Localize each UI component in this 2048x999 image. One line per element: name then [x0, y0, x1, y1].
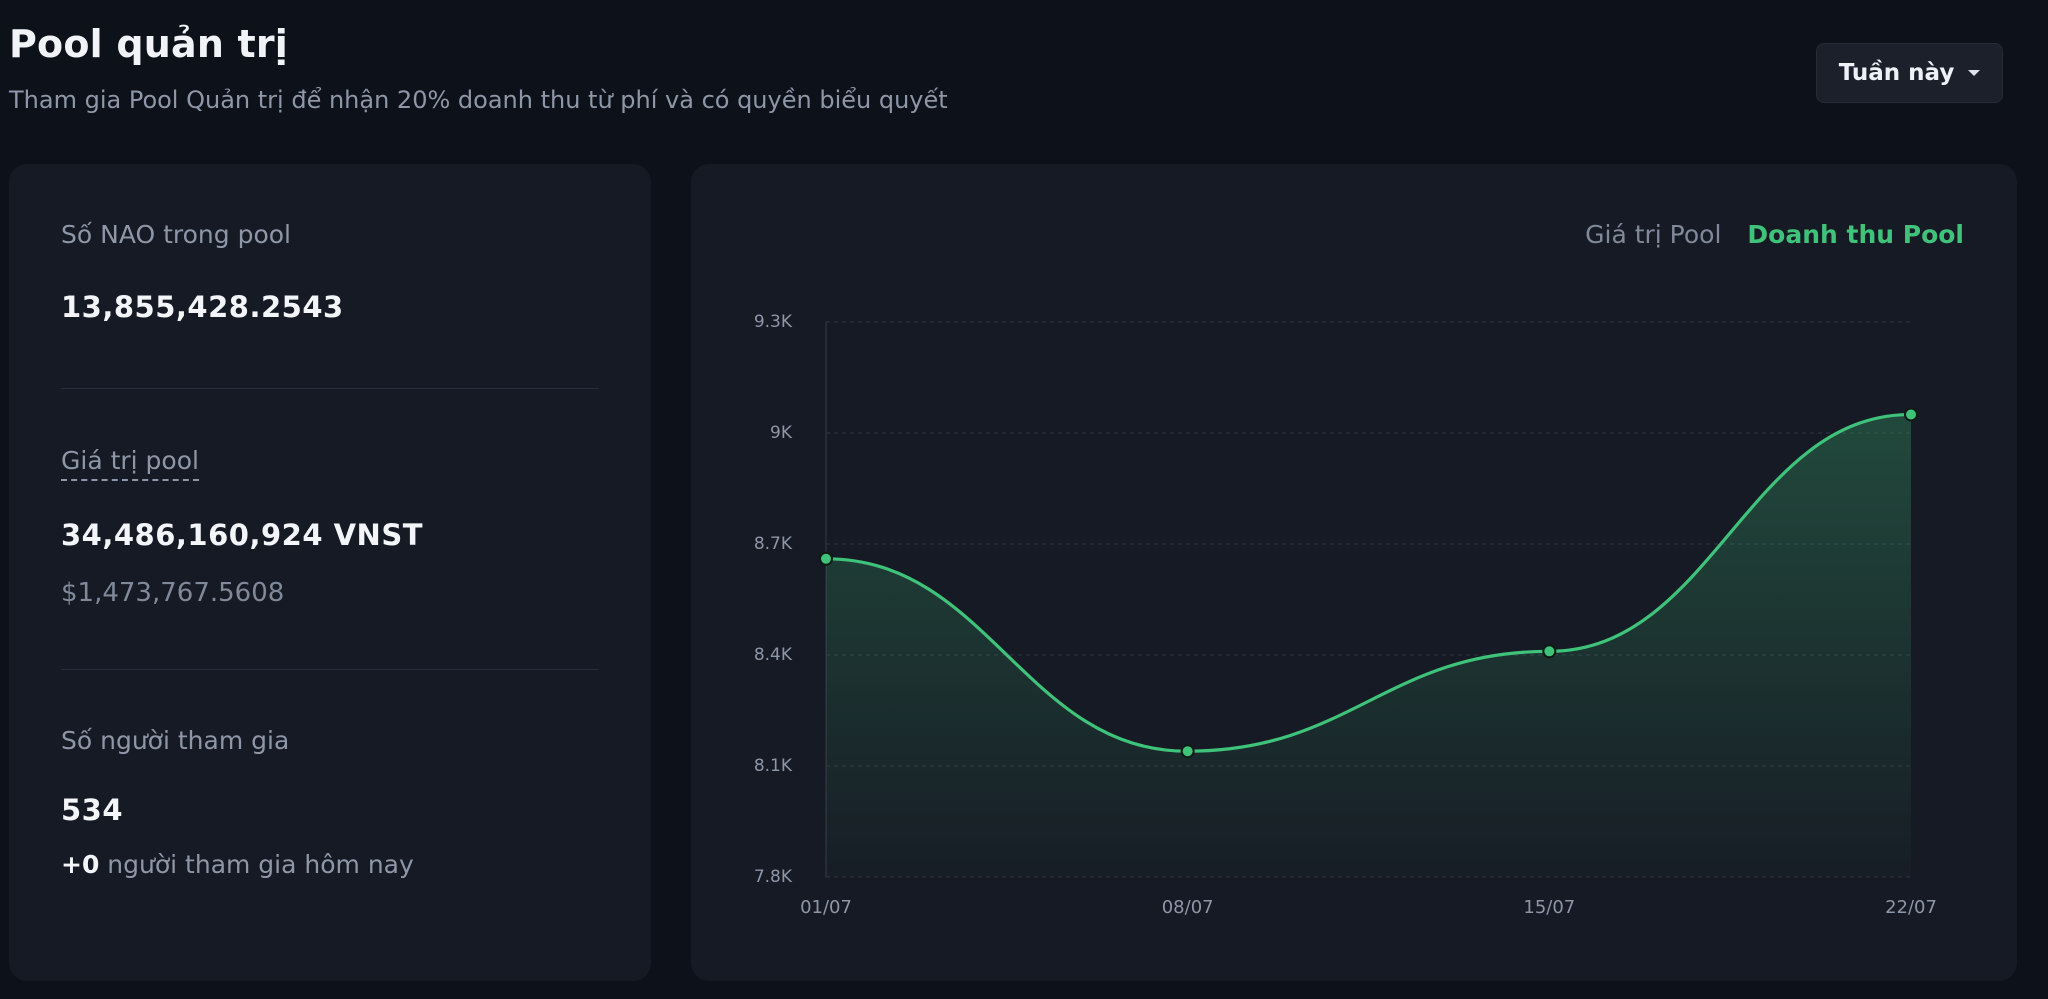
chart-card: Giá trị Pool Doanh thu Pool 7.8K 8.1K 8.4K…	[691, 164, 2017, 981]
y-tick-label: 7.8K	[754, 867, 793, 887]
today-text: người tham gia hôm nay	[107, 850, 414, 879]
data-point	[1180, 744, 1195, 759]
page-subtitle: Tham gia Pool Quản trị để nhận 20% doanh…	[9, 86, 948, 114]
today-count: +0	[61, 850, 100, 879]
tab-pool-value[interactable]: Giá trị Pool	[1585, 220, 1722, 249]
pool-value-vnst: 34,486,160,924 VNST	[61, 518, 423, 552]
period-dropdown-label: Tuần này	[1838, 60, 1955, 86]
series-line	[825, 412, 1912, 753]
y-tick-label: 9.3K	[754, 312, 793, 332]
page-title: Pool quản trị	[9, 22, 289, 66]
x-tick-label: 15/07	[1523, 897, 1575, 918]
pool-value-label[interactable]: Giá trị pool	[61, 446, 199, 481]
series-area	[826, 414, 1911, 877]
page-header: Pool quản trị Tham gia Pool Quản trị để …	[9, 22, 948, 114]
nao-label: Số NAO trong pool	[61, 220, 291, 249]
period-dropdown[interactable]: Tuần này	[1816, 43, 2003, 103]
x-tick-label: 08/07	[1162, 897, 1214, 918]
y-tick-label: 8.4K	[754, 645, 793, 665]
chart-tabs: Giá trị Pool Doanh thu Pool	[1585, 220, 1964, 249]
data-point	[819, 551, 833, 566]
participants-label: Số người tham gia	[61, 726, 290, 755]
y-tick-label: 8.1K	[754, 756, 793, 776]
pool-stats-card: Số NAO trong pool 13,855,428.2543 Giá tr…	[9, 164, 651, 981]
divider	[61, 388, 599, 389]
nao-value: 13,855,428.2543	[61, 290, 344, 324]
tab-pool-revenue[interactable]: Doanh thu Pool	[1747, 220, 1964, 249]
y-tick-label: 9K	[770, 423, 793, 443]
y-tick-label: 8.7K	[754, 534, 793, 554]
x-tick-label: 01/07	[800, 897, 852, 918]
revenue-chart: 7.8K 8.1K 8.4K 8.7K 9K 9.3K 01/07 08/07 15/07 22/…	[754, 312, 1937, 918]
pool-value-usd: $1,473,767.5608	[61, 578, 285, 608]
chevron-down-icon	[1968, 70, 1981, 76]
x-tick-label: 22/07	[1885, 897, 1937, 918]
pool-value-tooltip-trigger[interactable]: Giá trị pool	[61, 446, 199, 481]
data-point	[1904, 407, 1918, 422]
data-point	[1542, 644, 1557, 659]
participants-value: 534	[61, 793, 124, 827]
divider	[61, 669, 599, 670]
today-participants: +0 người tham gia hôm nay	[61, 850, 414, 879]
